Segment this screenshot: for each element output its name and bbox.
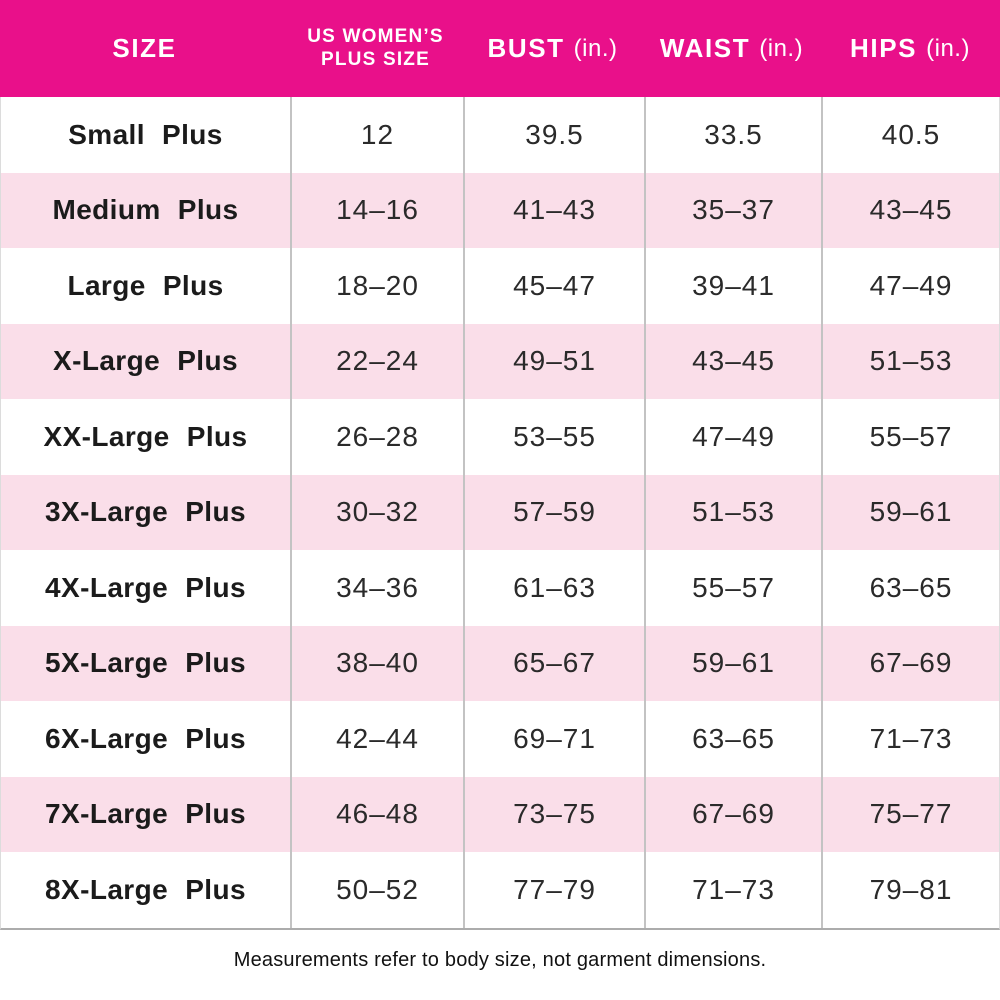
bust-cell: 69–71 bbox=[463, 701, 644, 777]
waist-cell: 71–73 bbox=[644, 852, 821, 928]
hips-cell: 67–69 bbox=[821, 625, 999, 701]
measurement-note: Measurements refer to body size, not gar… bbox=[233, 949, 767, 971]
hips-cell: 59–61 bbox=[821, 474, 999, 550]
header-label-size: SIZE bbox=[112, 33, 177, 63]
waist-cell: 51–53 bbox=[644, 474, 821, 550]
waist-cell: 47–49 bbox=[644, 399, 821, 475]
waist-cell: 59–61 bbox=[644, 625, 821, 701]
us-size-cell: 46–48 bbox=[290, 776, 463, 852]
hips-cell: 47–49 bbox=[821, 248, 999, 324]
size-cell: 5X-Large Plus bbox=[45, 647, 246, 679]
us-size-cell: 18–20 bbox=[290, 248, 463, 324]
size-cell: XX-Large Plus bbox=[43, 420, 248, 452]
header-unit-waist: (in.) bbox=[759, 34, 804, 62]
header-label-us-line2: PLUS SIZE bbox=[321, 48, 430, 70]
size-cell: 4X-Large Plus bbox=[45, 571, 246, 603]
size-cell: 8X-Large Plus bbox=[45, 873, 246, 905]
us-size-cell: 42–44 bbox=[290, 701, 463, 777]
hips-cell: 43–45 bbox=[821, 172, 999, 248]
header-label-us-line1: US WOMEN’S bbox=[307, 26, 444, 48]
hips-cell: 63–65 bbox=[821, 550, 999, 626]
header-label-waist: WAIST bbox=[659, 33, 751, 63]
header-cell-us-plus-size: US WOMEN’S PLUS SIZE bbox=[289, 0, 462, 97]
table-row: 4X-Large Plus 34–36 61–63 55–57 63–65 bbox=[1, 550, 999, 626]
hips-cell: 79–81 bbox=[821, 852, 999, 928]
table-header: SIZE US WOMEN’S PLUS SIZE BUST (in.) WAI… bbox=[0, 0, 1000, 97]
bust-cell: 57–59 bbox=[463, 474, 644, 550]
header-cell-waist: WAIST (in.) bbox=[643, 0, 820, 97]
header-cell-bust: BUST (in.) bbox=[462, 0, 643, 97]
size-cell: 3X-Large Plus bbox=[45, 496, 246, 528]
bust-cell: 49–51 bbox=[463, 323, 644, 399]
header-unit-bust: (in.) bbox=[573, 34, 618, 62]
hips-cell: 51–53 bbox=[821, 323, 999, 399]
header-cell-hips: HIPS (in.) bbox=[820, 0, 1000, 97]
bust-cell: 45–47 bbox=[463, 248, 644, 324]
table-row: X-Large Plus 22–24 49–51 43–45 51–53 bbox=[1, 323, 999, 399]
hips-cell: 75–77 bbox=[821, 776, 999, 852]
size-cell: Small Plus bbox=[68, 118, 223, 150]
bust-cell: 61–63 bbox=[463, 550, 644, 626]
hips-cell: 55–57 bbox=[821, 399, 999, 475]
bust-cell: 41–43 bbox=[463, 172, 644, 248]
us-size-cell: 38–40 bbox=[290, 625, 463, 701]
hips-cell: 71–73 bbox=[821, 701, 999, 777]
table-body: Small Plus 12 39.5 33.5 40.5 Medium Plus… bbox=[0, 97, 1000, 930]
table-row: 8X-Large Plus 50–52 77–79 71–73 79–81 bbox=[1, 852, 999, 928]
us-size-cell: 14–16 bbox=[290, 172, 463, 248]
us-size-cell: 30–32 bbox=[290, 474, 463, 550]
size-cell: 7X-Large Plus bbox=[45, 798, 246, 830]
bust-cell: 39.5 bbox=[463, 97, 644, 173]
bust-cell: 53–55 bbox=[463, 399, 644, 475]
us-size-cell: 34–36 bbox=[290, 550, 463, 626]
table-row: 6X-Large Plus 42–44 69–71 63–65 71–73 bbox=[1, 701, 999, 777]
waist-cell: 55–57 bbox=[644, 550, 821, 626]
waist-cell: 43–45 bbox=[644, 323, 821, 399]
size-cell: Large Plus bbox=[67, 269, 224, 301]
table-row: XX-Large Plus 26–28 53–55 47–49 55–57 bbox=[1, 399, 999, 475]
waist-cell: 63–65 bbox=[644, 701, 821, 777]
waist-cell: 33.5 bbox=[644, 97, 821, 173]
bust-cell: 77–79 bbox=[463, 852, 644, 928]
waist-cell: 35–37 bbox=[644, 172, 821, 248]
bust-cell: 73–75 bbox=[463, 776, 644, 852]
header-label-hips: HIPS bbox=[850, 33, 918, 63]
us-size-cell: 26–28 bbox=[290, 399, 463, 475]
table-row: Small Plus 12 39.5 33.5 40.5 bbox=[1, 97, 999, 173]
us-size-cell: 22–24 bbox=[290, 323, 463, 399]
table-row: Medium Plus 14–16 41–43 35–37 43–45 bbox=[1, 172, 999, 248]
size-cell: 6X-Large Plus bbox=[45, 722, 246, 754]
header-cell-size: SIZE bbox=[0, 0, 289, 97]
table-row: 3X-Large Plus 30–32 57–59 51–53 59–61 bbox=[1, 474, 999, 550]
table-row: Large Plus 18–20 45–47 39–41 47–49 bbox=[1, 248, 999, 324]
bust-cell: 65–67 bbox=[463, 625, 644, 701]
waist-cell: 39–41 bbox=[644, 248, 821, 324]
size-cell: Medium Plus bbox=[52, 194, 239, 226]
us-size-cell: 50–52 bbox=[290, 852, 463, 928]
hips-cell: 40.5 bbox=[821, 97, 999, 173]
us-size-cell: 12 bbox=[290, 97, 463, 173]
waist-cell: 67–69 bbox=[644, 776, 821, 852]
header-label-bust: BUST bbox=[487, 33, 565, 63]
size-cell: X-Large Plus bbox=[53, 345, 238, 377]
table-row: 7X-Large Plus 46–48 73–75 67–69 75–77 bbox=[1, 776, 999, 852]
table-row: 5X-Large Plus 38–40 65–67 59–61 67–69 bbox=[1, 625, 999, 701]
header-unit-hips: (in.) bbox=[926, 34, 970, 62]
